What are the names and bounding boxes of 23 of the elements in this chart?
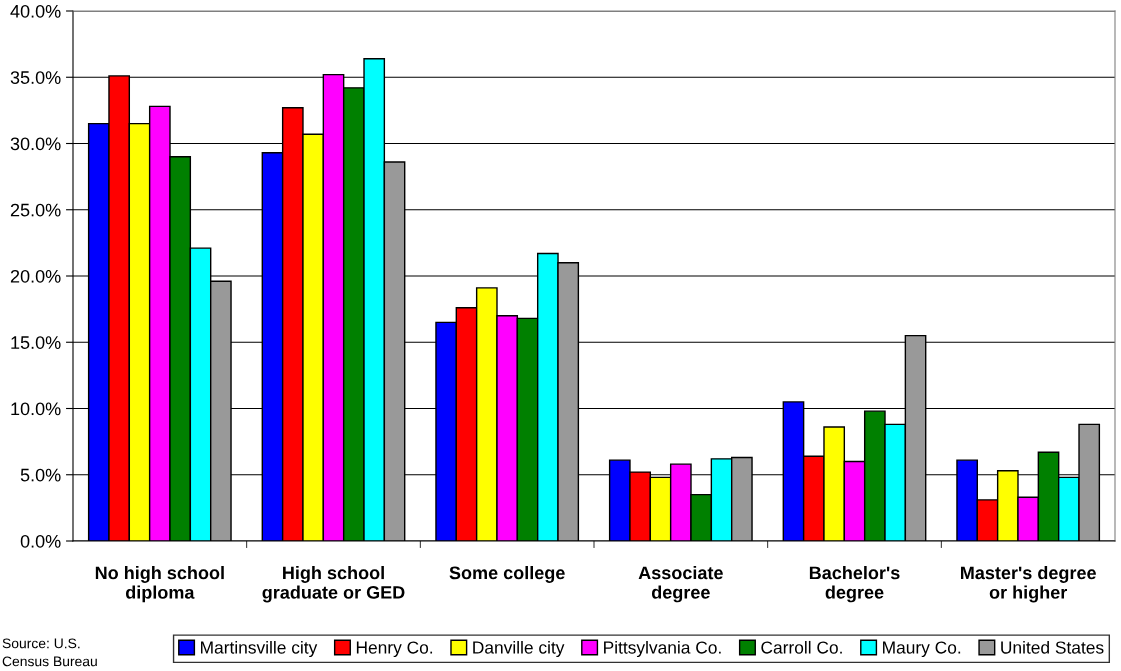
source-note: Source: U.S. Census Bureau bbox=[2, 638, 97, 667]
y-tick-label: 35.0% bbox=[10, 71, 61, 84]
x-tick-label: No high school diploma bbox=[95, 566, 224, 603]
y-tick-label: 5.0% bbox=[20, 468, 61, 482]
x-tick-label: Some college bbox=[449, 566, 565, 583]
legend-label: Maury Co. bbox=[883, 641, 961, 658]
y-tick-label: 20.0% bbox=[10, 269, 61, 283]
legend-label: Martinsville city bbox=[201, 640, 318, 658]
y-tick-label: 0.0% bbox=[20, 534, 61, 548]
legend-label: Carroll Co. bbox=[761, 640, 842, 654]
legend-label: United States bbox=[1001, 640, 1104, 654]
y-tick-label: 25.0% bbox=[10, 203, 61, 217]
y-tick-label: 40.0% bbox=[10, 4, 61, 18]
y-tick-label: 30.0% bbox=[10, 137, 61, 151]
y-tick-label: 15.0% bbox=[11, 336, 61, 349]
x-tick-label: Master's degree or higher bbox=[961, 566, 1096, 603]
legend-label: Danville city bbox=[473, 640, 565, 658]
legend-label: Pittsylvania Co. bbox=[604, 640, 721, 658]
x-tick-label: High school graduate or GED bbox=[262, 566, 405, 603]
legend-label: Henry Co. bbox=[356, 641, 433, 658]
x-tick-label: Associate degree bbox=[638, 566, 723, 603]
y-tick-label: 10.0% bbox=[11, 402, 61, 416]
x-tick-label: Bachelor's degree bbox=[809, 566, 900, 603]
